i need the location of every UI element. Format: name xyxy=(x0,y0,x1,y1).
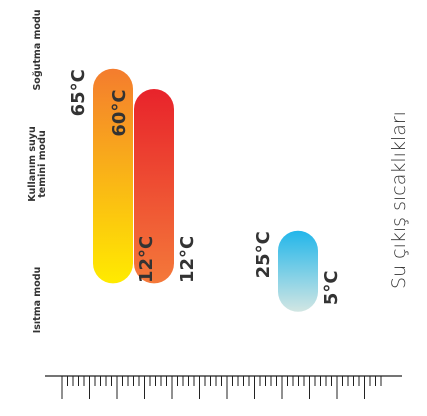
value-label-high-2: 60°C xyxy=(109,89,130,136)
value-label-high-3: 25°C xyxy=(253,231,274,278)
value-label-high-1: 65°C xyxy=(68,69,89,116)
category-label-1: Isıtma modu xyxy=(32,267,43,334)
categories-layer: Isıtma modu Kullanım suyutemini modu Soğut… xyxy=(27,9,48,333)
range-bar-2 xyxy=(134,89,174,284)
value-label-low-2: 12°C xyxy=(177,236,198,283)
range-bar-3 xyxy=(278,230,318,312)
chart-title: Su çıkış sıcaklıkları xyxy=(388,111,410,289)
value-label-low-3: 5°C xyxy=(321,270,342,305)
category-label-3: Soğutma modu xyxy=(32,9,43,90)
ruler-axis xyxy=(45,375,402,399)
category-label-2: Kullanım suyutemini modu xyxy=(27,126,48,201)
value-label-low-1: 12°C xyxy=(136,236,157,283)
range-bar-1 xyxy=(93,68,133,284)
labels-layer: 65°C 12°C 60°C 12°C 25°C 5°C xyxy=(68,69,342,305)
bars-layer xyxy=(93,68,318,312)
